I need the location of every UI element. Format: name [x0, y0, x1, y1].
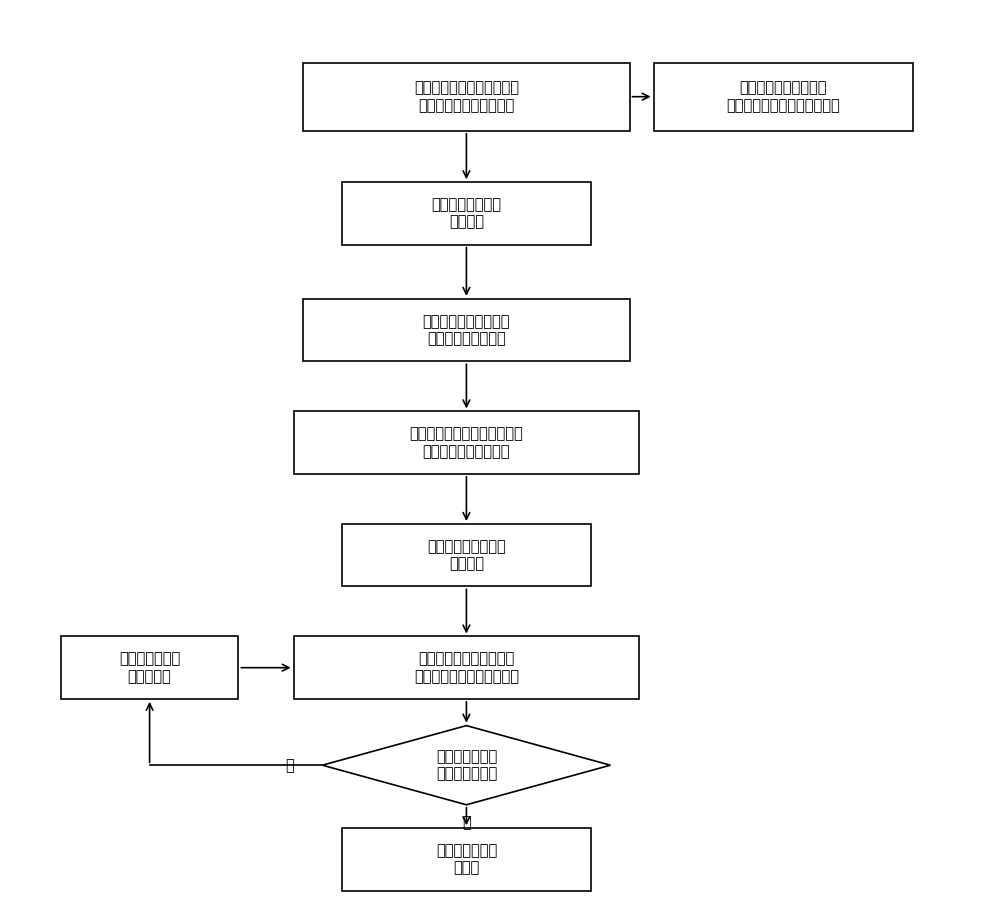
Text: 完成直流滤波器
的选定: 完成直流滤波器 的选定: [436, 844, 497, 876]
Text: 调节直流滤波器的调谐点
和电阻值，得到总电压峰值: 调节直流滤波器的调谐点 和电阻值，得到总电压峰值: [414, 651, 519, 684]
Text: 将调谐点设定在对直流侧谐波
影响最大的谐波次数上: 将调谐点设定在对直流侧谐波 影响最大的谐波次数上: [410, 427, 523, 459]
FancyBboxPatch shape: [303, 62, 630, 131]
Text: 总电压峰值是否
在目标限值内？: 总电压峰值是否 在目标限值内？: [436, 749, 497, 781]
Text: 计算每一换流阀在所有
工程工况下产生的最大谐波值: 计算每一换流阀在所有 工程工况下产生的最大谐波值: [726, 81, 840, 113]
FancyBboxPatch shape: [294, 637, 639, 699]
Text: 构建整流站和逆变站中所有
换流阀的谐波源计算模型: 构建整流站和逆变站中所有 换流阀的谐波源计算模型: [414, 81, 519, 113]
FancyBboxPatch shape: [342, 828, 591, 890]
FancyBboxPatch shape: [61, 637, 238, 699]
FancyBboxPatch shape: [654, 62, 913, 131]
FancyBboxPatch shape: [303, 299, 630, 361]
Text: 是: 是: [462, 815, 471, 830]
FancyBboxPatch shape: [342, 524, 591, 586]
Text: 否: 否: [285, 758, 294, 773]
FancyBboxPatch shape: [342, 182, 591, 245]
Text: 选择一直流滤波器的
拓扑结构: 选择一直流滤波器的 拓扑结构: [427, 539, 506, 572]
Text: 增加直流滤波器
的主电容值: 增加直流滤波器 的主电容值: [119, 651, 180, 684]
Polygon shape: [322, 725, 610, 805]
Text: 构建直流系统谐波
计算模型: 构建直流系统谐波 计算模型: [431, 197, 501, 230]
FancyBboxPatch shape: [294, 411, 639, 474]
Text: 得到各点在不投入直流
滤波器时的各次谐波: 得到各点在不投入直流 滤波器时的各次谐波: [423, 314, 510, 346]
